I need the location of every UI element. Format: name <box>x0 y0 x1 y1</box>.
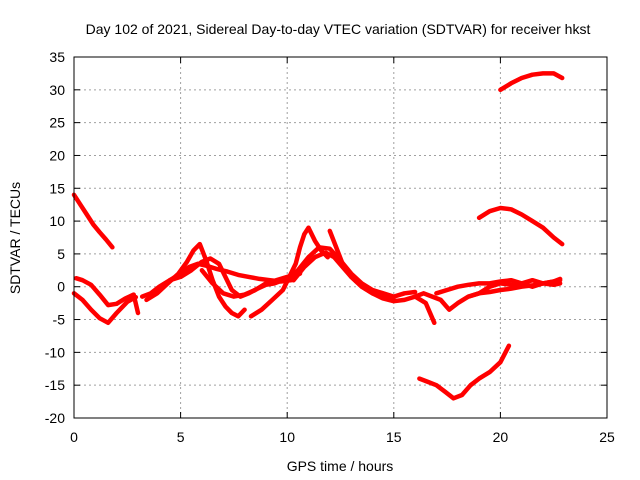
y-axis-label: SDTVAR / TECUs <box>7 182 23 294</box>
y-tick-label: -10 <box>45 344 65 360</box>
chart-title: Day 102 of 2021, Sidereal Day-to-day VTE… <box>86 21 591 37</box>
series-arc-14 <box>466 277 563 299</box>
series-arc-9 <box>284 245 418 299</box>
series-layer <box>71 71 565 401</box>
y-tick-label: 25 <box>49 115 65 131</box>
y-tick-label: 35 <box>49 49 65 65</box>
plot-frame <box>73 56 608 419</box>
x-tick-label: 25 <box>599 429 615 445</box>
grid-layer <box>74 57 607 418</box>
x-tick-label: 10 <box>279 429 295 445</box>
y-tick-label: 5 <box>57 246 65 262</box>
series-arc-2 <box>71 291 139 326</box>
series-arc-3 <box>73 275 141 316</box>
y-tick-label: -15 <box>45 377 65 393</box>
series-arc-1 <box>71 192 115 250</box>
series-arc-16 <box>476 205 565 247</box>
series-arc-11 <box>327 228 397 303</box>
y-tick-label: -5 <box>53 312 66 328</box>
x-tick-label: 5 <box>177 429 185 445</box>
series-arc-15 <box>417 343 512 401</box>
x-tick-label: 20 <box>493 429 509 445</box>
y-tick-label: 15 <box>49 180 65 196</box>
x-axis-label: GPS time / hours <box>287 458 394 474</box>
series-arc-7 <box>199 268 301 299</box>
y-tick-label: 30 <box>49 82 65 98</box>
series-arc-8 <box>248 225 330 319</box>
x-tick-label: 15 <box>386 429 402 445</box>
y-tick-label: 20 <box>49 147 65 163</box>
series-arc-5 <box>144 241 247 319</box>
y-tick-label: 0 <box>57 279 65 295</box>
x-tick-label: 0 <box>70 429 78 445</box>
axis-layer: 0 5 10 15 20 25 -20 -15 -10 -5 0 5 10 15 20 25 30 35 <box>45 49 615 445</box>
y-tick-label: 10 <box>49 213 65 229</box>
y-tick-label: -20 <box>45 410 65 426</box>
series-arc-17 <box>498 71 565 93</box>
